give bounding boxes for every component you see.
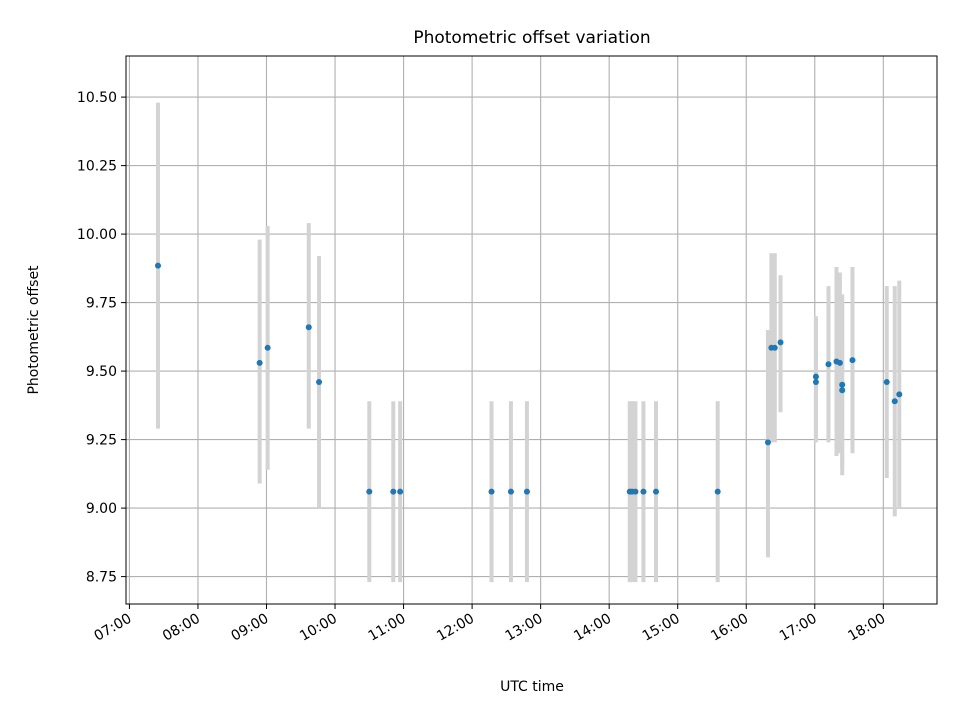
x-tick-label: 18:00 [845,611,888,645]
x-tick-label: 11:00 [366,611,409,645]
x-tick-label: 07:00 [91,611,134,645]
data-point [390,488,397,495]
data-point [640,488,647,495]
y-tick-label: 8.75 [86,570,117,586]
x-axis-label: UTC time [500,679,564,695]
x-tick-label: 08:00 [160,611,203,645]
y-tick-label: 9.50 [86,364,117,380]
data-points [154,262,903,495]
data-point [883,379,890,386]
x-tick-label: 14:00 [571,611,614,645]
data-point [825,361,832,368]
y-tick-label: 10.50 [77,90,117,106]
data-point [714,488,721,495]
x-tick-label: 17:00 [777,611,820,645]
error-bars [155,102,902,583]
data-point [812,379,819,386]
data-point [653,488,660,495]
data-point [891,398,898,405]
data-point [839,381,846,388]
data-point [771,344,778,351]
x-tick-label: 09:00 [229,611,272,645]
y-axis-ticks: 8.75 9.00 9.25 9.50 9.75 10.00 10.25 10.50 [77,90,126,586]
x-tick-label: 12:00 [434,611,477,645]
data-point [154,262,161,269]
x-tick-label: 16:00 [708,611,751,645]
x-axis-ticks: 07:00 08:00 09:00 10:00 11:00 12:00 13:00 14:00… [91,604,888,645]
x-tick-label: 13:00 [503,611,546,645]
y-tick-label: 9.00 [86,501,117,517]
y-tick-label: 10.25 [77,159,117,175]
data-point [632,488,639,495]
data-point [764,439,771,446]
data-point [777,339,784,346]
data-point [896,391,903,398]
data-point [316,379,323,386]
data-point [256,359,263,366]
data-point [397,488,404,495]
data-point [488,488,495,495]
x-tick-label: 10:00 [297,611,340,645]
y-tick-label: 10.00 [77,227,117,243]
plot-frame [125,55,938,605]
y-axis-label: Photometric offset [26,265,42,395]
data-point [523,488,530,495]
data-point [839,387,846,394]
y-tick-label: 9.75 [86,296,117,312]
data-point [812,373,819,380]
data-point [849,357,856,364]
chart-title: Photometric offset variation [413,28,650,48]
data-point [836,359,843,366]
grid [126,56,937,604]
y-tick-label: 9.25 [86,433,117,449]
data-point [264,344,271,351]
data-point [305,324,312,331]
data-point [366,488,373,495]
x-tick-label: 15:00 [640,611,683,645]
data-point [507,488,514,495]
